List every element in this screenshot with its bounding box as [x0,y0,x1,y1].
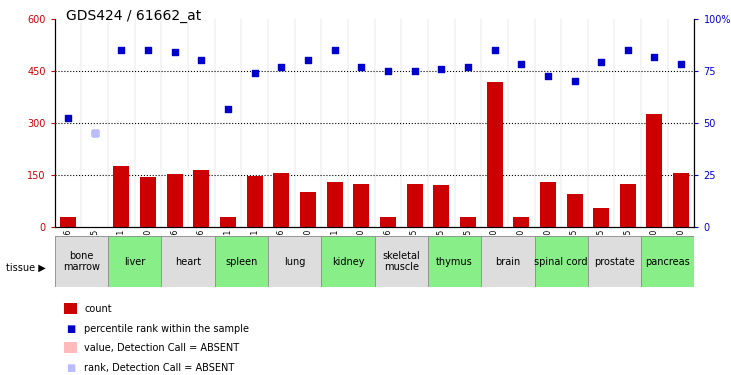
Bar [194,170,209,227]
Point [462,64,474,70]
Bar [641,236,694,287]
Bar [428,236,481,287]
Point [249,69,260,75]
Bar [167,174,183,227]
Text: liver: liver [124,256,145,267]
Bar [380,217,396,227]
Text: bone
marrow: bone marrow [63,251,100,272]
Bar [113,166,129,227]
Bar [273,173,289,227]
Point [169,49,181,55]
Bar [162,236,215,287]
Point [622,47,634,53]
Point [143,47,154,53]
Point [329,47,341,53]
Point [62,115,74,121]
Text: rank, Detection Call = ABSENT: rank, Detection Call = ABSENT [84,363,235,373]
Text: spinal cord: spinal cord [534,256,588,267]
Point [436,66,447,72]
Bar [513,217,529,227]
Point [89,130,101,136]
Bar [567,194,583,227]
Text: tissue ▶: tissue ▶ [6,263,45,273]
Bar [646,114,662,227]
Bar [534,236,588,287]
Point [409,68,420,74]
Point [115,47,127,53]
Bar [406,183,423,227]
Bar [300,192,316,227]
Bar [460,217,476,227]
Point [355,64,367,70]
Text: spleen: spleen [225,256,257,267]
Bar [374,236,428,287]
Point [302,57,314,63]
Bar [327,182,343,227]
Bar [268,236,322,287]
Text: kidney: kidney [332,256,364,267]
Text: percentile rank within the sample: percentile rank within the sample [84,324,249,334]
Bar [487,82,502,227]
Text: prostate: prostate [594,256,635,267]
Bar [108,236,162,287]
Text: brain: brain [496,256,520,267]
Bar [215,236,268,287]
Text: count: count [84,304,112,314]
Bar [620,184,636,227]
Bar [246,176,262,227]
Bar [593,208,609,227]
Text: pancreas: pancreas [645,256,690,267]
Point [542,73,553,79]
Point [196,57,208,63]
Text: lung: lung [284,256,306,267]
Bar [140,177,156,227]
Point [89,130,101,136]
Point [595,59,607,65]
Bar [433,185,450,227]
Bar [220,217,236,227]
Bar [353,183,369,227]
Text: heart: heart [175,256,201,267]
Bar [60,217,76,227]
Text: thymus: thymus [436,256,473,267]
Bar [673,173,689,227]
Text: GDS424 / 61662_at: GDS424 / 61662_at [66,9,201,23]
Text: value, Detection Call = ABSENT: value, Detection Call = ABSENT [84,344,239,353]
Text: skeletal
muscle: skeletal muscle [382,251,420,272]
Point [276,64,287,70]
Point [675,61,687,67]
Point [569,78,580,84]
Point [515,61,527,67]
Bar [481,236,534,287]
Point [382,68,394,74]
Point [648,54,660,60]
Bar [322,236,374,287]
Bar [588,236,641,287]
Bar [55,236,108,287]
Text: ■: ■ [67,363,75,373]
Point [222,106,234,112]
Bar [540,183,556,227]
Text: ■: ■ [67,324,75,334]
Point [489,47,501,53]
